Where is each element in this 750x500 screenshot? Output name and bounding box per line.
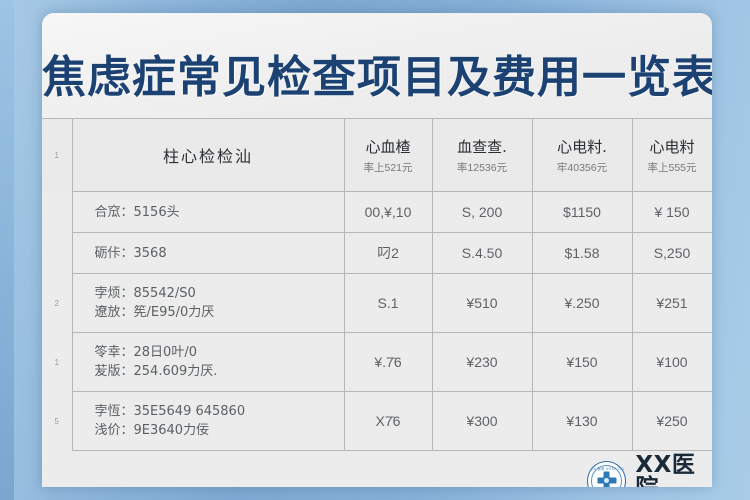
row-value: ¥ 150 [654, 204, 690, 220]
row-value-cell: S.1 [343, 273, 433, 333]
column-header-3: 心电籿. 牢40356元 [531, 118, 633, 192]
row-value: ¥150 [566, 354, 598, 370]
row-value: S,250 [653, 245, 691, 261]
row-value: S.4.50 [461, 245, 503, 261]
row-item-line: 浅价：9E3640力佞 [94, 423, 210, 438]
row-item-line: 孛恆：35E5649 645860 [94, 404, 246, 419]
row-value-cell: ¥ 150 [631, 191, 712, 233]
row-value: S.1 [377, 295, 399, 311]
row-value: ¥300 [466, 413, 498, 429]
row-value-cell: ¥300 [431, 391, 533, 451]
row-value-cell: 叼2 [343, 232, 433, 274]
row-item-cell: 砺佧：3568 [71, 232, 345, 274]
row-value-cell: S.4.50 [431, 232, 533, 274]
row-value-cell: $1.58 [531, 232, 633, 274]
row-value-cell: $1150 [531, 191, 633, 233]
row-value: ¥251 [656, 295, 688, 311]
row-value: $1150 [563, 204, 601, 220]
row-item-cell: 笭幸：28日0叶/0 苃版：254.609力厌. [71, 332, 345, 392]
row-value: X7̄6 [375, 413, 401, 429]
header-index-mark: 1 [42, 118, 73, 192]
row-value: ¥.250 [564, 295, 600, 311]
hospital-cross-seal-icon: XX 医院 HOSPITAL [587, 460, 627, 487]
row-value: ¥130 [566, 413, 598, 429]
table-row: 合窊：5156头 00,¥,10 S, 200 $1150 ¥ 150 [42, 191, 712, 233]
row-value-cell: X7̄6 [343, 391, 433, 451]
fee-table-container: 1 柱心检检汕 心血楂 率上521元 血查查. 率12536元 [42, 118, 712, 451]
row-item-cell: 合窊：5156头 [71, 191, 345, 233]
row-item-line: 遼放：筅/E95/0力厌 [94, 305, 215, 320]
row-value: ¥510 [466, 295, 498, 311]
row-value-cell: ¥230 [431, 332, 533, 392]
row-index: 5 [42, 391, 73, 451]
row-index: 1 [42, 332, 73, 392]
row-value-cell: ¥100 [631, 332, 712, 392]
fee-table: 1 柱心检检汕 心血楂 率上521元 血查查. 率12536元 [42, 118, 712, 451]
row-value: 00,¥,10 [364, 204, 412, 220]
table-row: 5 孛恆：35E5649 645860 浅价：9E3640力佞 X7̄6 ¥30… [42, 391, 712, 451]
column-header-2: 血查查. 率12536元 [431, 118, 533, 192]
row-value: ¥250 [656, 413, 688, 429]
column-header-1: 心血楂 率上521元 [343, 118, 433, 192]
row-value-cell: ¥150 [531, 332, 633, 392]
row-value-cell: ¥130 [531, 391, 633, 451]
row-value: $1.58 [564, 245, 600, 261]
row-item-line: 笭幸：28日0叶/0 [94, 345, 197, 360]
row-index [42, 191, 73, 233]
table-body: 合窊：5156头 00,¥,10 S, 200 $1150 ¥ 150 砺佧：3… [42, 191, 712, 451]
column-header-2-label: 血查查. [457, 137, 507, 156]
column-header-2-sublabel: 率12536元 [456, 161, 508, 174]
table-row: 1 笭幸：28日0叶/0 苃版：254.609力厌. ¥.7̄6 ¥230 ¥1… [42, 332, 712, 392]
row-value-cell: ¥510 [431, 273, 533, 333]
row-item-line: 孛烦：85542/S0 [94, 286, 196, 301]
row-value: 叼2 [377, 245, 399, 261]
row-index [42, 232, 73, 274]
column-header-item-label: 柱心检检汕 [162, 147, 253, 166]
row-item-cell: 孛恆：35E5649 645860 浅价：9E3640力佞 [71, 391, 345, 451]
row-value-cell: 00,¥,10 [343, 191, 433, 233]
row-value-cell: S, 200 [431, 191, 533, 233]
column-header-4-label: 心电籿 [649, 137, 695, 156]
row-value: ¥.7̄6 [374, 354, 402, 370]
row-item-cell: 孛烦：85542/S0 遼放：筅/E95/0力厌 [71, 273, 345, 333]
column-header-3-sublabel: 牢40356元 [556, 161, 608, 174]
column-header-item: 柱心检检汕 [71, 118, 345, 192]
row-value-cell: ¥250 [631, 391, 712, 451]
cross-center-dot [604, 478, 610, 484]
seal-arc-text: XX 医院 HOSPITAL [591, 466, 625, 471]
column-header-1-sublabel: 率上521元 [363, 161, 413, 174]
row-value: S, 200 [461, 204, 503, 220]
content-card: 焦虑症常见检查项目及费用一览表 1 柱心检检汕 心血楂 率上521元 [42, 13, 712, 487]
column-header-4: 心电籿 率上555元 [631, 118, 712, 192]
column-header-4-sublabel: 率上555元 [647, 161, 697, 174]
column-header-1-label: 心血楂 [365, 137, 411, 156]
table-row: 砺佧：3568 叼2 S.4.50 $1.58 S,250 [42, 232, 712, 274]
row-value-cell: ¥.7̄6 [343, 332, 433, 392]
row-index: 2 [42, 273, 73, 333]
row-value: ¥230 [466, 354, 498, 370]
page-title: 焦虑症常见检查项目及费用一览表 [42, 52, 712, 103]
header-row: 1 柱心检检汕 心血楂 率上521元 血查查. 率12536元 [42, 118, 712, 192]
medical-cross-icon [597, 471, 617, 487]
row-item-line: 苃版：254.609力厌. [94, 364, 218, 379]
column-header-3-label: 心电籿. [557, 137, 607, 156]
row-value-cell: ¥.250 [531, 273, 633, 333]
table-row: 2 孛烦：85542/S0 遼放：筅/E95/0力厌 S.1 ¥510 ¥.25… [42, 273, 712, 333]
table-header: 1 柱心检检汕 心血楂 率上521元 血查查. 率12536元 [42, 118, 712, 192]
row-item-line: 砺佧：3568 [94, 245, 167, 261]
row-item-line: 合窊：5156头 [94, 204, 180, 220]
row-value: ¥100 [656, 354, 688, 370]
row-value-cell: S,250 [631, 232, 712, 274]
row-value-cell: ¥251 [631, 273, 712, 333]
